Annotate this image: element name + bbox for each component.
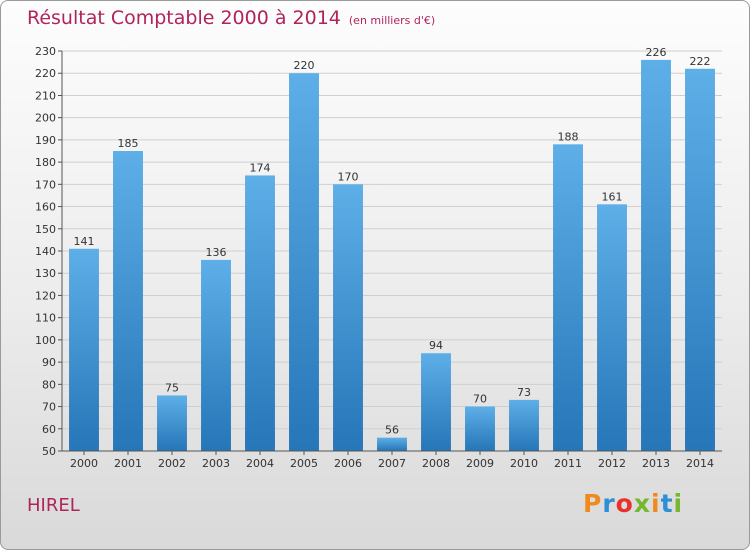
bars: 141 185 75 136 174 220 170 56 94 70 73 188 161 226 222 bbox=[69, 46, 715, 452]
axes: 50 60 70 80 90 100 110 120 130 140 150 160 170 180 190… bbox=[35, 45, 722, 470]
data-label: 220 bbox=[294, 59, 315, 72]
bar bbox=[685, 68, 715, 452]
x-tick-label: 2010 bbox=[510, 457, 538, 470]
y-tick-label: 150 bbox=[35, 223, 56, 236]
data-label: 226 bbox=[646, 46, 667, 59]
data-label: 56 bbox=[385, 424, 399, 437]
data-label: 141 bbox=[74, 235, 95, 248]
logo-letter: o bbox=[615, 489, 634, 518]
bar bbox=[333, 184, 363, 452]
bar bbox=[377, 437, 407, 451]
data-label: 185 bbox=[118, 137, 139, 150]
x-tick-label: 2014 bbox=[686, 457, 714, 470]
bar bbox=[641, 59, 671, 452]
y-tick-label: 110 bbox=[35, 312, 56, 325]
bar bbox=[113, 151, 143, 451]
bar bbox=[509, 399, 539, 451]
x-tick-label: 2002 bbox=[158, 457, 186, 470]
y-tick-label: 60 bbox=[42, 423, 56, 436]
data-label: 73 bbox=[517, 386, 531, 399]
x-tick-label: 2003 bbox=[202, 457, 230, 470]
logo-letter: x bbox=[633, 489, 651, 518]
x-tick-label: 2007 bbox=[378, 457, 406, 470]
data-label: 75 bbox=[165, 381, 179, 394]
logo-letter: i bbox=[673, 489, 684, 518]
place-name: HIREL bbox=[27, 495, 80, 516]
data-label: 222 bbox=[690, 55, 711, 68]
y-tick-label: 210 bbox=[35, 89, 56, 102]
y-tick-label: 120 bbox=[35, 289, 56, 302]
x-tick-label: 2005 bbox=[290, 457, 318, 470]
y-tick-label: 220 bbox=[35, 67, 56, 80]
y-tick-label: 170 bbox=[35, 178, 56, 191]
logo-letter: i bbox=[651, 489, 661, 518]
data-label: 94 bbox=[429, 339, 443, 352]
y-tick-label: 80 bbox=[42, 378, 56, 391]
y-tick-label: 160 bbox=[35, 201, 56, 214]
y-tick-label: 140 bbox=[35, 245, 56, 258]
bar bbox=[597, 204, 627, 451]
y-tick-label: 50 bbox=[42, 445, 56, 458]
x-tick-label: 2008 bbox=[422, 457, 450, 470]
proxiti-logo: Proxiti bbox=[583, 489, 683, 518]
logo-letter: t bbox=[660, 489, 674, 518]
bar bbox=[465, 406, 495, 451]
data-label: 188 bbox=[558, 130, 579, 143]
y-tick-label: 180 bbox=[35, 156, 56, 169]
x-tick-label: 2000 bbox=[70, 457, 98, 470]
logo-letter: r bbox=[602, 489, 616, 518]
x-tick-label: 2004 bbox=[246, 457, 274, 470]
x-tick-label: 2011 bbox=[554, 457, 582, 470]
bar bbox=[553, 144, 583, 452]
logo-letter: P bbox=[583, 489, 603, 518]
x-tick-label: 2009 bbox=[466, 457, 494, 470]
y-tick-label: 90 bbox=[42, 356, 56, 369]
bar bbox=[289, 73, 319, 451]
y-tick-label: 130 bbox=[35, 267, 56, 280]
bar bbox=[157, 395, 187, 451]
data-label: 70 bbox=[473, 393, 487, 406]
y-tick-label: 100 bbox=[35, 334, 56, 347]
x-tick-label: 2012 bbox=[598, 457, 626, 470]
x-tick-label: 2006 bbox=[334, 457, 362, 470]
x-tick-label: 2013 bbox=[642, 457, 670, 470]
y-tick-label: 200 bbox=[35, 112, 56, 125]
y-tick-label: 230 bbox=[35, 45, 56, 58]
bar bbox=[245, 175, 275, 451]
data-label: 174 bbox=[250, 161, 271, 174]
title-text: Résultat Comptable 2000 à 2014 bbox=[27, 7, 341, 29]
y-tick-label: 190 bbox=[35, 134, 56, 147]
x-tick-label: 2001 bbox=[114, 457, 142, 470]
data-label: 161 bbox=[602, 190, 623, 203]
data-label: 136 bbox=[206, 246, 227, 259]
bar bbox=[69, 248, 99, 451]
bar bbox=[201, 259, 231, 451]
bar bbox=[421, 353, 451, 451]
chart-title: Résultat Comptable 2000 à 2014 (en millie… bbox=[27, 7, 435, 29]
y-tick-label: 70 bbox=[42, 401, 56, 414]
data-label: 170 bbox=[338, 170, 359, 183]
chart-subtitle: (en milliers d'€) bbox=[348, 14, 436, 27]
